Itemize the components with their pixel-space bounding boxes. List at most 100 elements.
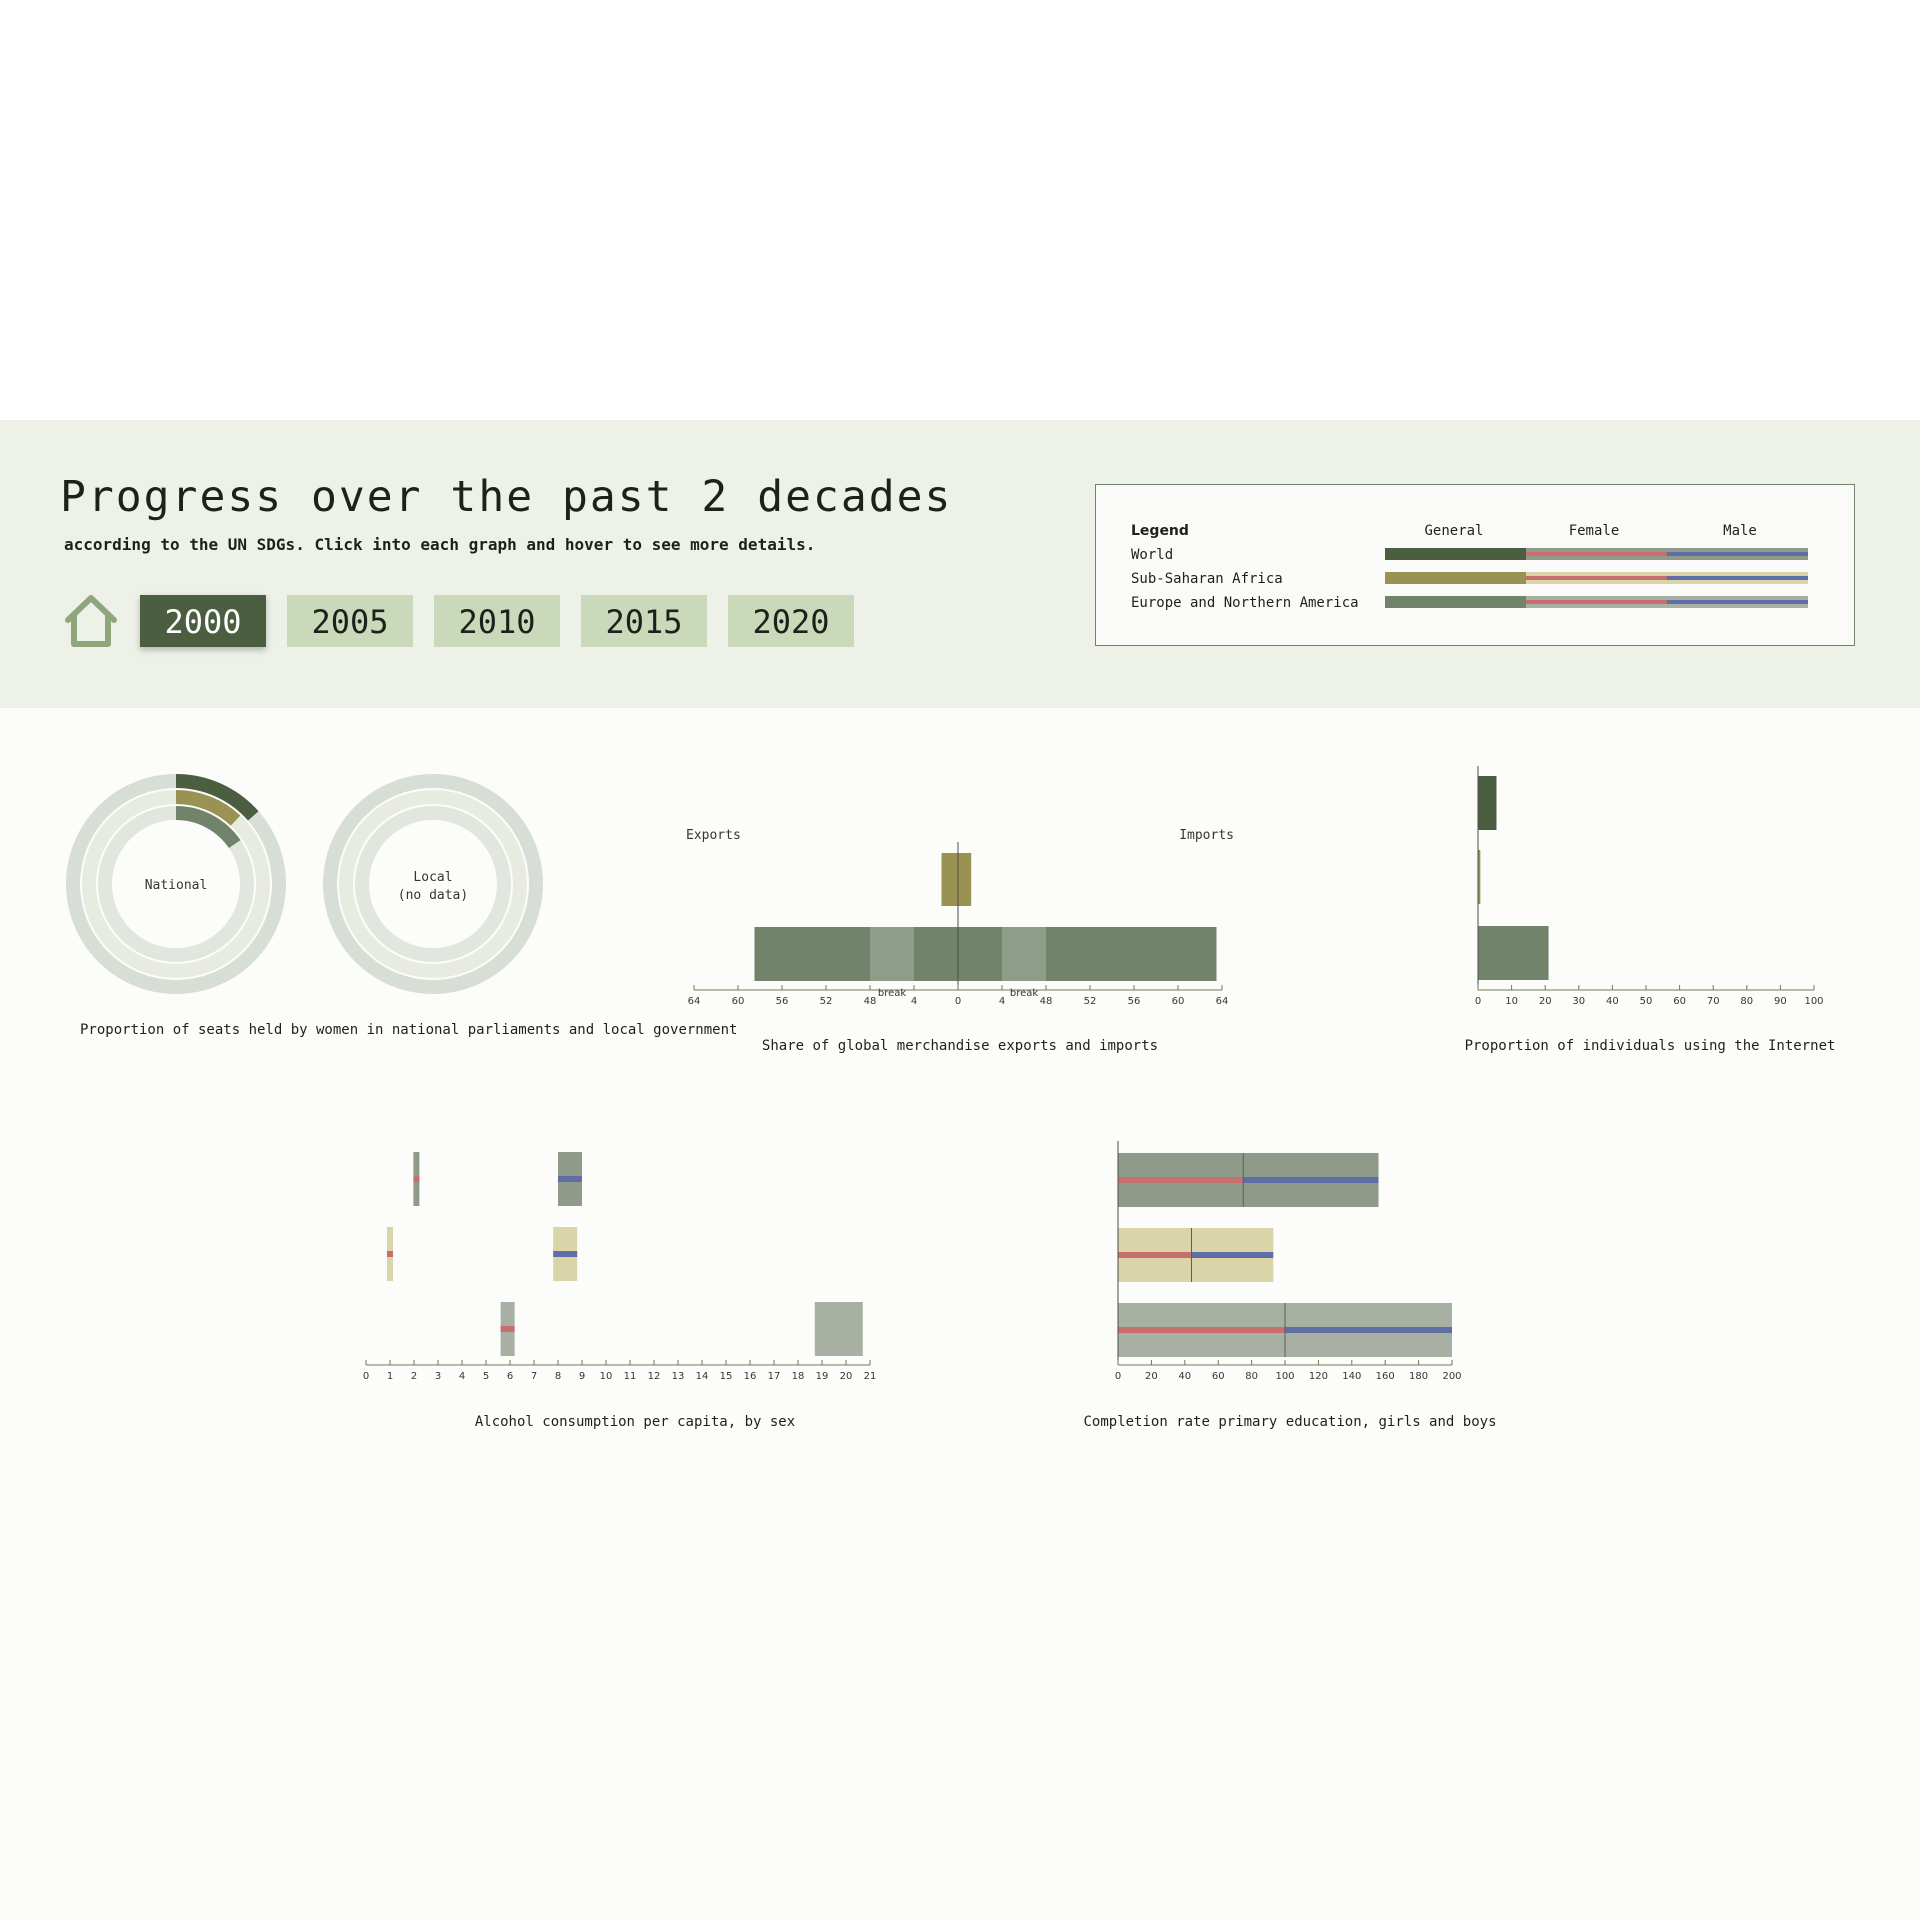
alcohol-tick-label: 15: [720, 1371, 733, 1382]
national-arc-2: [175, 806, 241, 849]
alcohol-male-line-1: [553, 1251, 578, 1257]
alcohol-tick-label: 0: [363, 1371, 369, 1382]
internet-marks: 0 10 20 30 40 50 60 70 80 90 100: [1475, 766, 1824, 1007]
local-ring-bg: [323, 774, 543, 994]
trade-break-label: break: [1010, 988, 1039, 999]
completion-tick-label: 160: [1376, 1371, 1395, 1382]
legend-column-female: Female: [1568, 523, 1620, 539]
legend-title: Legend: [1131, 523, 1189, 539]
completion-marks: 0 20 40 60 80 100 120 140 160 180 200: [1115, 1141, 1462, 1382]
alcohol-tick-label: 2: [411, 1371, 417, 1382]
alcohol-tick-label: 11: [624, 1371, 637, 1382]
alcohol-tick-label: 16: [744, 1371, 757, 1382]
alcohol-caption: Alcohol consumption per capita, by sex: [474, 1414, 796, 1430]
women-seats-caption: Proportion of seats held by women in nat…: [80, 1022, 738, 1038]
legend-column-male: Male: [1723, 523, 1757, 539]
alcohol-tick-label: 9: [579, 1371, 585, 1382]
year-button-2010[interactable]: 2010: [434, 595, 560, 647]
local-donut[interactable]: [323, 774, 543, 994]
completion-boys-line-1: [1191, 1252, 1274, 1258]
internet-tick-label: 40: [1606, 996, 1619, 1007]
completion-girls-line-0: [1118, 1177, 1244, 1183]
completion-tick-label: 140: [1342, 1371, 1361, 1382]
completion-girls-line-2: [1118, 1327, 1285, 1333]
year-button-2015[interactable]: 2015: [581, 595, 707, 647]
trade-bar-ssa: [941, 853, 972, 906]
women-seats-chart[interactable]: National Local (no data): [50, 760, 570, 1000]
local-label-line2: (no data): [398, 888, 468, 903]
alcohol-tick-label: 13: [672, 1371, 685, 1382]
top-blank-area: [0, 0, 1920, 420]
internet-tick-label: 0: [1475, 996, 1481, 1007]
alcohol-female-line-2: [500, 1326, 515, 1332]
trade-break-band-right: [1002, 927, 1046, 981]
completion-tick-label: 0: [1115, 1371, 1121, 1382]
trade-tick-label: 52: [820, 996, 833, 1007]
internet-tick-label: 60: [1673, 996, 1686, 1007]
alcohol-female-line-0: [413, 1176, 420, 1182]
trade-tick-label: 64: [1216, 996, 1229, 1007]
trade-tick-label: 4: [999, 996, 1005, 1007]
trade-chart[interactable]: Exports Imports 64 60 56 52 48 4 0 4 48 52 56 60 64 b…: [680, 820, 1240, 1020]
completion-tick-label: 100: [1275, 1371, 1294, 1382]
alcohol-bar-male-2: [814, 1302, 863, 1356]
internet-tick-label: 20: [1539, 996, 1552, 1007]
alcohol-tick-label: 6: [507, 1371, 513, 1382]
trade-tick-label: 56: [1128, 996, 1141, 1007]
internet-bar-0: [1478, 776, 1497, 830]
internet-tick-label: 90: [1774, 996, 1787, 1007]
alcohol-tick-label: 14: [696, 1371, 709, 1382]
internet-chart[interactable]: 0 10 20 30 40 50 60 70 80 90 100: [1460, 760, 1840, 1010]
legend-swatch-world-female: [1526, 548, 1667, 560]
trade-marks: 64 60 56 52 48 4 0 4 48 52 56 60 64 break break: [688, 842, 1229, 1007]
trade-tick-label: 48: [1040, 996, 1053, 1007]
completion-tick-label: 180: [1409, 1371, 1428, 1382]
completion-girls-line-1: [1118, 1252, 1192, 1258]
alcohol-tick-label: 5: [483, 1371, 489, 1382]
trade-tick-label: 60: [732, 996, 745, 1007]
page-title: Progress over the past 2 decades: [60, 472, 953, 522]
year-button-2005[interactable]: 2005: [287, 595, 413, 647]
completion-tick-label: 40: [1178, 1371, 1191, 1382]
alcohol-tick-label: 7: [531, 1371, 537, 1382]
alcohol-male-line-0: [558, 1176, 582, 1182]
legend-swatch-ena-male: [1667, 596, 1808, 608]
legend-column-general: General: [1424, 523, 1484, 539]
page-subtitle: according to the UN SDGs. Click into eac…: [64, 535, 816, 554]
national-arc-0: [175, 774, 259, 821]
alcohol-marks: 0 1 2 3 4 5 6 7 8 9 10 11 12 13 14 15 16 17 18 19 20 21: [363, 1152, 877, 1382]
alcohol-chart[interactable]: 0 1 2 3 4 5 6 7 8 9 10 11 12 13 14 15 16 17 18 19 20 21: [350, 1140, 910, 1390]
legend-swatch-world-general: [1385, 548, 1526, 560]
alcohol-tick-label: 18: [792, 1371, 805, 1382]
legend-label-ssa: Sub-Saharan Africa: [1131, 571, 1283, 587]
alcohol-tick-label: 1: [387, 1371, 393, 1382]
legend-swatch-ssa-male: [1667, 572, 1808, 584]
home-icon[interactable]: [62, 592, 120, 650]
legend-box: Legend General Female Male World Sub-Sah…: [1095, 484, 1855, 646]
completion-tick-label: 60: [1212, 1371, 1225, 1382]
imports-label: Imports: [1179, 828, 1234, 843]
internet-bar-1: [1478, 850, 1481, 904]
legend-swatch-ssa-female: [1526, 572, 1667, 584]
alcohol-tick-label: 19: [816, 1371, 829, 1382]
alcohol-tick-label: 17: [768, 1371, 781, 1382]
completion-tick-label: 120: [1309, 1371, 1328, 1382]
completion-chart[interactable]: 0 20 40 60 80 100 120 140 160 180 200: [1100, 1135, 1480, 1390]
completion-boys-line-0: [1243, 1177, 1379, 1183]
alcohol-female-line-1: [387, 1251, 393, 1257]
trade-bar-ena: [754, 927, 1217, 981]
trade-tick-label: 0: [955, 996, 961, 1007]
trade-tick-label: 60: [1172, 996, 1185, 1007]
internet-tick-label: 50: [1640, 996, 1653, 1007]
trade-tick-label: 4: [911, 996, 917, 1007]
alcohol-tick-label: 12: [648, 1371, 661, 1382]
completion-tick-label: 20: [1145, 1371, 1158, 1382]
local-label-line1: Local: [413, 870, 452, 885]
alcohol-tick-label: 20: [840, 1371, 853, 1382]
year-button-2020[interactable]: 2020: [728, 595, 854, 647]
alcohol-tick-label: 21: [864, 1371, 877, 1382]
year-button-2000[interactable]: 2000: [140, 595, 266, 647]
legend-label-world: World: [1131, 547, 1174, 563]
legend-swatch-ena-general: [1385, 596, 1526, 608]
national-donut[interactable]: [66, 774, 286, 994]
